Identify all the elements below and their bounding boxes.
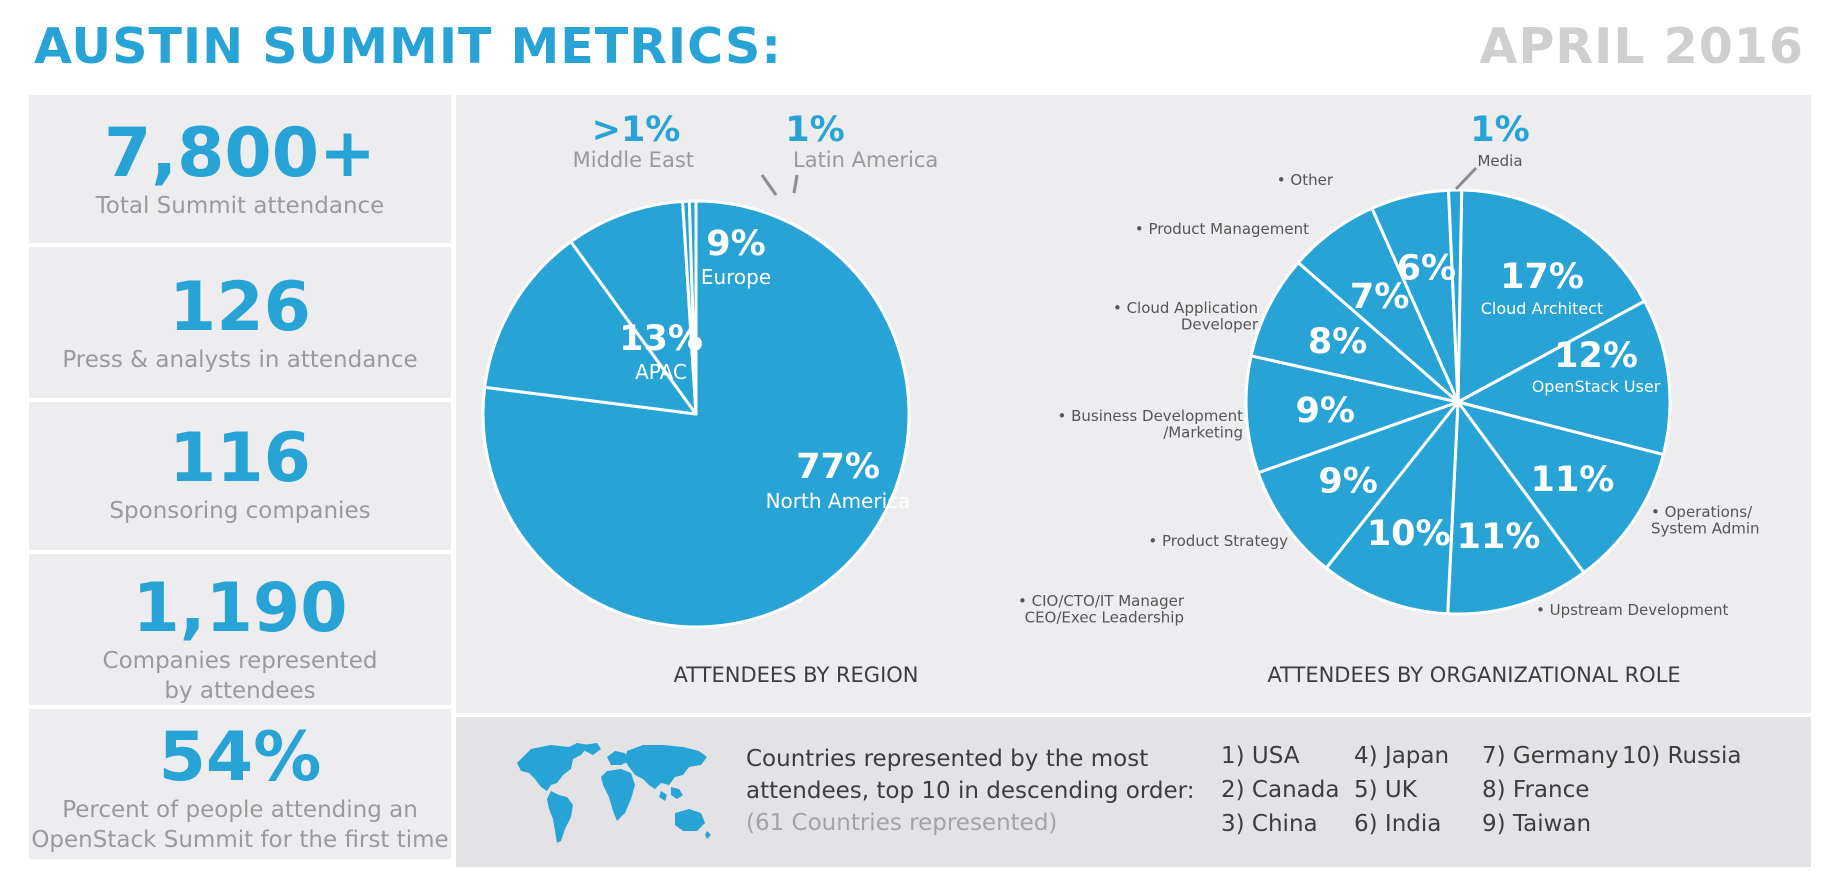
countries-heading-text: Countries represented by the most attend… <box>746 746 1195 804</box>
country-item: 1) USA <box>1221 743 1300 769</box>
slice-category-label: • Other <box>1277 171 1334 189</box>
stat-value: 7,800+ <box>103 114 377 193</box>
pie-slice <box>481 199 911 629</box>
slice-category-label: • Upstream Development <box>1536 601 1729 619</box>
slice-value-label: 6% <box>1397 249 1456 289</box>
slice-value-label: 9% <box>1296 391 1355 431</box>
stat-value: 116 <box>169 419 311 498</box>
slice-value-label: 17% <box>1500 257 1584 297</box>
pie-charts: 77%North America13%APAC9%Europe>1%Middle… <box>481 110 1760 687</box>
country-item: 8) France <box>1482 777 1590 803</box>
slice-value-label: 9% <box>706 224 765 264</box>
pie-slice <box>687 199 698 416</box>
slice-category-label: • Product Management <box>1135 220 1309 238</box>
page-date: APRIL 2016 <box>1479 18 1804 75</box>
slice-category-label: • Cloud Application Developer <box>1113 299 1259 334</box>
stat-first-time: 54% Percent of people attending an OpenS… <box>29 709 451 859</box>
stat-label: Total Summit attendance <box>95 193 385 219</box>
countries-count: (61 Countries represented) <box>746 810 1058 836</box>
slice-value-label: 13% <box>619 319 703 359</box>
stat-companies: 1,190 Companies represented by attendees <box>29 554 451 705</box>
slice-category-label: • Product Strategy <box>1148 532 1288 550</box>
slice-category-label: Europe <box>701 265 771 289</box>
country-item: 2) Canada <box>1221 777 1340 803</box>
pie-slice <box>1324 400 1460 616</box>
stat-label: Percent of people attending an OpenStack… <box>31 797 449 853</box>
charts-panel: 77% North America 13% APAC 9% Europe >1% Middle… <box>456 95 1811 713</box>
slice-value-label: 1% <box>785 110 844 150</box>
slice-category-label: Media <box>1477 152 1522 170</box>
slice-category-label: • CIO/CTO/IT Manager CEO/Exec Leadership <box>1018 592 1185 627</box>
slice-value-label: >1% <box>592 110 681 150</box>
slice-value-label: 9% <box>1318 461 1377 501</box>
slice-category-label: Middle East <box>573 148 694 172</box>
slice-category-label: Cloud Architect <box>1481 299 1604 318</box>
pie-slice <box>1244 354 1460 475</box>
pie-slice <box>1249 261 1460 404</box>
slice-value-label: 1% <box>1470 110 1529 150</box>
pie-slice <box>569 199 698 416</box>
stat-total-attendance: 7,800+ Total Summit attendance <box>29 95 451 243</box>
slice-value-label: 12% <box>1554 336 1638 376</box>
pie-slice <box>1256 400 1460 570</box>
slice-category-label: • Operations/System Admin <box>1651 503 1760 538</box>
stat-label: Press & analysts in attendance <box>62 347 418 373</box>
slice-category-label: Latin America <box>793 148 938 172</box>
leader-line <box>760 174 778 196</box>
stat-value: 54% <box>158 718 322 797</box>
slice-value-label: 7% <box>1350 277 1409 317</box>
slice-category-label: APAC <box>635 360 687 384</box>
country-item: 5) UK <box>1354 777 1417 803</box>
country-item: 3) China <box>1221 811 1318 837</box>
stat-value: 126 <box>169 268 311 347</box>
pie-slice <box>1456 400 1665 575</box>
slice-value-label: 10% <box>1367 514 1451 554</box>
stat-label: Companies represented by attendees <box>102 648 378 704</box>
pie-slice <box>1446 400 1586 616</box>
pie-slice <box>483 240 698 416</box>
country-item: 10) Russia <box>1622 743 1742 769</box>
country-item: 6) India <box>1354 811 1442 837</box>
page-title: AUSTIN SUMMIT METRICS: <box>34 18 782 75</box>
slice-value-label: 8% <box>1308 322 1367 362</box>
stat-press-analysts: 126 Press & analysts in attendance <box>29 247 451 398</box>
slice-category-label: OpenStack User <box>1532 377 1661 396</box>
stat-value: 1,190 <box>132 569 348 648</box>
pie-slice <box>1456 299 1672 457</box>
slice-category-label: • Business Development/Marketing <box>1057 407 1243 442</box>
stats-column: 7,800+ Total Summit attendance 126 Press… <box>29 95 451 863</box>
pie-slice <box>1447 188 1464 404</box>
world-map-icon <box>511 739 716 858</box>
leader-line <box>1454 166 1478 191</box>
country-item: 9) Taiwan <box>1482 811 1592 837</box>
stat-label: Sponsoring companies <box>109 498 371 524</box>
slice-value-label: 11% <box>1457 517 1541 557</box>
slice-value-label: 11% <box>1531 460 1615 500</box>
chart-title: ATTENDEES BY REGION <box>673 663 918 687</box>
leader-line <box>792 174 799 194</box>
country-item: 4) Japan <box>1354 743 1450 769</box>
stat-sponsors: 116 Sponsoring companies <box>29 402 451 550</box>
countries-panel: Countries represented by the most attend… <box>456 717 1811 867</box>
slice-value-label: 77% <box>796 447 880 487</box>
slice-category-label: North America <box>766 489 911 513</box>
country-item: 7) Germany <box>1482 743 1619 769</box>
countries-heading: Countries represented by the most attend… <box>746 743 1206 839</box>
pie-slice <box>1456 188 1646 404</box>
chart-title: ATTENDEES BY ORGANIZATIONAL ROLE <box>1267 663 1680 687</box>
